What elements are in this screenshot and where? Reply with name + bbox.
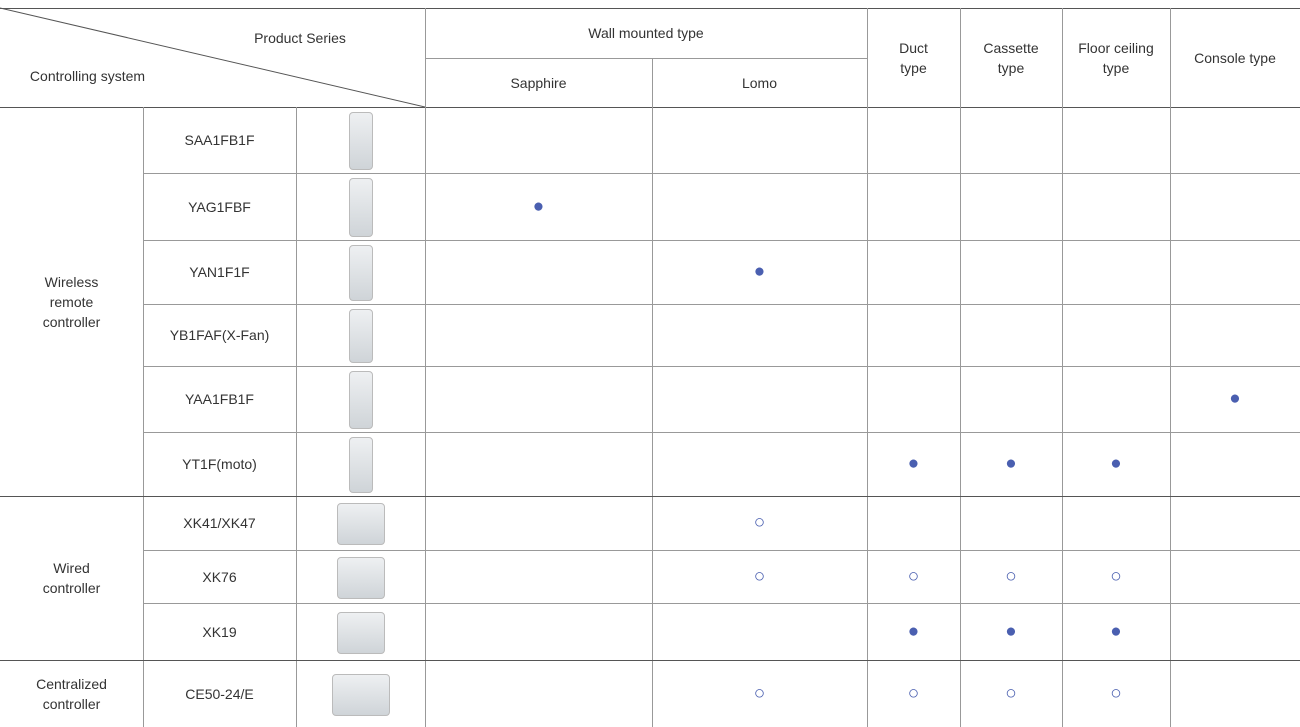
h-line bbox=[143, 550, 1300, 551]
v-line bbox=[1170, 8, 1171, 727]
h-line bbox=[425, 58, 867, 59]
header-duct: Duct type bbox=[867, 8, 960, 107]
model-name: XK76 bbox=[202, 568, 237, 585]
mark: ○ bbox=[753, 682, 766, 704]
v-line bbox=[652, 58, 653, 727]
header-controlling-system: Controlling system bbox=[29, 68, 146, 84]
controller-image bbox=[349, 371, 373, 429]
header-floor-ceiling-text: Floor ceiling type bbox=[1078, 39, 1154, 76]
mark: ● bbox=[1005, 620, 1017, 642]
model-name: XK41/XK47 bbox=[183, 515, 256, 531]
controller-image bbox=[332, 673, 390, 716]
h-line bbox=[143, 603, 1300, 604]
header-wall-mounted: Wall mounted type bbox=[588, 25, 704, 41]
mark: ○ bbox=[1110, 682, 1122, 704]
h-line bbox=[143, 304, 1300, 305]
group-label: Centralized controller bbox=[0, 660, 143, 727]
diagonal bbox=[0, 7, 425, 107]
header-lomo: Lomo bbox=[741, 74, 778, 91]
mark: ● bbox=[907, 620, 920, 642]
mark: ○ bbox=[907, 682, 920, 704]
mark: ○ bbox=[1005, 682, 1017, 704]
controller-image bbox=[349, 437, 373, 493]
v-line bbox=[1062, 8, 1063, 727]
diagonal-line bbox=[0, 7, 425, 107]
model-name: CE50-24/E bbox=[185, 685, 254, 702]
controller-image bbox=[349, 112, 373, 170]
model-name: YB1FAF(X-Fan) bbox=[169, 327, 270, 343]
mark: ○ bbox=[1110, 565, 1122, 587]
model-name: XK19 bbox=[202, 623, 237, 640]
h-line bbox=[0, 496, 1300, 497]
v-line bbox=[867, 8, 868, 727]
model-name: SAA1FB1F bbox=[184, 132, 255, 148]
model-name: YAN1F1F bbox=[189, 264, 250, 280]
model-name: YT1F(moto) bbox=[182, 456, 257, 472]
h-line bbox=[143, 240, 1300, 241]
v-line bbox=[960, 8, 961, 727]
controller-image bbox=[349, 245, 373, 301]
header-sapphire: Sapphire bbox=[510, 74, 567, 91]
header-cassette-text: Cassette type bbox=[983, 39, 1039, 76]
mark: ● bbox=[1229, 388, 1241, 409]
mark: ○ bbox=[753, 565, 766, 587]
mark: ● bbox=[532, 195, 545, 217]
controller-image bbox=[337, 611, 385, 654]
controller-image bbox=[337, 503, 385, 545]
mark: ● bbox=[753, 261, 766, 282]
mark: ○ bbox=[1005, 565, 1017, 587]
model-name: YAA1FB1F bbox=[185, 391, 254, 407]
group-label-text: Wired controller bbox=[42, 560, 101, 596]
group-label-text: Centralized controller bbox=[36, 675, 107, 712]
h-line bbox=[143, 366, 1300, 367]
header-cassette: Cassette type bbox=[960, 8, 1062, 107]
group-label-text: Wireless remote controller bbox=[42, 273, 101, 330]
controller-image bbox=[349, 309, 373, 363]
mark: ● bbox=[1110, 453, 1122, 474]
controller-image bbox=[337, 556, 385, 599]
mark: ○ bbox=[753, 512, 766, 533]
group-label: Wireless remote controller bbox=[0, 107, 143, 496]
header-floor-ceiling: Floor ceiling type bbox=[1062, 8, 1170, 107]
header-console-text: Console type bbox=[1194, 49, 1276, 66]
model-name: YAG1FBF bbox=[188, 198, 251, 215]
mark: ● bbox=[1110, 620, 1122, 642]
h-line bbox=[0, 8, 1300, 9]
header-console: Console type bbox=[1170, 8, 1300, 107]
v-line bbox=[143, 107, 144, 727]
group-label: Wired controller bbox=[0, 496, 143, 660]
mark: ○ bbox=[907, 565, 920, 587]
h-line bbox=[143, 432, 1300, 433]
h-line bbox=[143, 173, 1300, 174]
header-product-series: Product Series bbox=[254, 30, 346, 46]
v-line bbox=[296, 107, 297, 727]
h-line bbox=[0, 107, 1300, 108]
mark: ● bbox=[907, 453, 920, 474]
header-duct-text: Duct type bbox=[899, 39, 928, 76]
mark: ● bbox=[1005, 453, 1017, 474]
controller-image bbox=[349, 178, 373, 237]
h-line bbox=[0, 660, 1300, 661]
v-line bbox=[425, 8, 426, 727]
